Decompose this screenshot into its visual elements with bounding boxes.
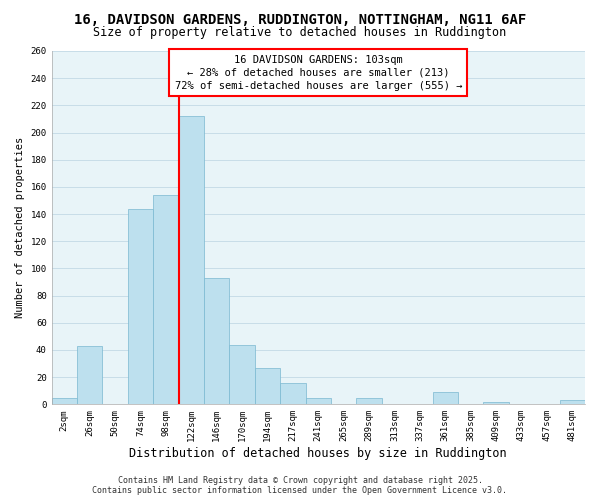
Bar [484, 402, 509, 404]
Bar [560, 400, 585, 404]
Bar [128, 208, 153, 404]
Bar [280, 382, 305, 404]
Bar [255, 368, 280, 405]
Bar [52, 398, 77, 404]
Text: 16 DAVIDSON GARDENS: 103sqm
← 28% of detached houses are smaller (213)
72% of se: 16 DAVIDSON GARDENS: 103sqm ← 28% of det… [175, 54, 462, 91]
Bar [305, 398, 331, 404]
Bar [433, 392, 458, 404]
Bar [229, 344, 255, 405]
Text: 16, DAVIDSON GARDENS, RUDDINGTON, NOTTINGHAM, NG11 6AF: 16, DAVIDSON GARDENS, RUDDINGTON, NOTTIN… [74, 12, 526, 26]
Bar [179, 116, 204, 405]
X-axis label: Distribution of detached houses by size in Ruddington: Distribution of detached houses by size … [130, 447, 507, 460]
Text: Size of property relative to detached houses in Ruddington: Size of property relative to detached ho… [94, 26, 506, 39]
Y-axis label: Number of detached properties: Number of detached properties [15, 137, 25, 318]
Bar [204, 278, 229, 404]
Text: Contains HM Land Registry data © Crown copyright and database right 2025.
Contai: Contains HM Land Registry data © Crown c… [92, 476, 508, 495]
Bar [356, 398, 382, 404]
Bar [77, 346, 103, 405]
Bar [153, 195, 179, 404]
